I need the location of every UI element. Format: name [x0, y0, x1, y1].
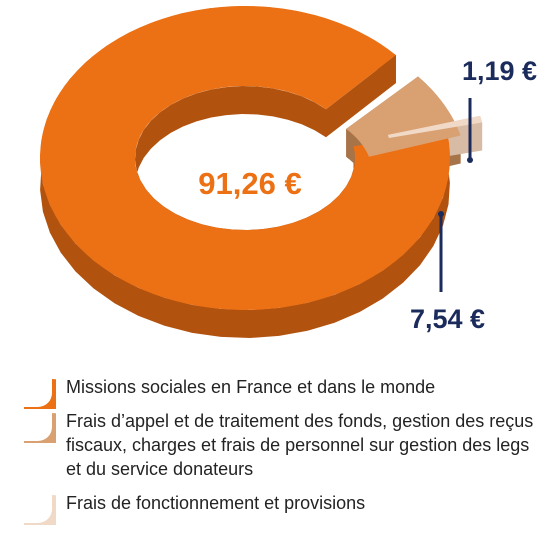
legend-swatch-missions-icon: [24, 379, 56, 409]
center-value-label: 91,26 €: [198, 166, 302, 201]
legend-swatch-frais-appel-shape: [24, 413, 56, 443]
legend-item-frais-appel: Frais d’appel et de traitement des fonds…: [18, 409, 538, 481]
legend-swatch-fonctionnement-icon: [24, 495, 56, 525]
legend-item-missions: Missions sociales en France et dans le m…: [18, 375, 538, 409]
legend: Missions sociales en France et dans le m…: [18, 375, 538, 525]
donut-chart: [39, 5, 483, 338]
legend-label-frais-appel: Frais d’appel et de traitement des fonds…: [66, 411, 534, 479]
legend-swatch-fonctionnement-shape: [24, 495, 56, 525]
slice-top-frais-appel: [346, 76, 461, 157]
legend-label-fonctionnement: Frais de fonctionnement et provisions: [66, 493, 366, 513]
donut-tops: [39, 5, 483, 310]
legend-item-fonctionnement: Frais de fonctionnement et provisions: [18, 491, 538, 525]
slice-top-fonctionnement: [387, 115, 483, 138]
leader-dot-medium: [438, 211, 444, 217]
legend-label-missions: Missions sociales en France et dans le m…: [66, 377, 436, 397]
value-label-small-slice: 1,19 €: [462, 56, 538, 86]
slice-cut-face-missions-1: [326, 55, 396, 138]
leader-dot-small: [467, 157, 473, 163]
slice-top-missions: [39, 5, 450, 310]
legend-swatch-frais-appel-icon: [24, 413, 56, 443]
legend-swatch-missions-shape: [24, 379, 56, 409]
value-label-medium-slice: 7,54 €: [410, 304, 486, 334]
